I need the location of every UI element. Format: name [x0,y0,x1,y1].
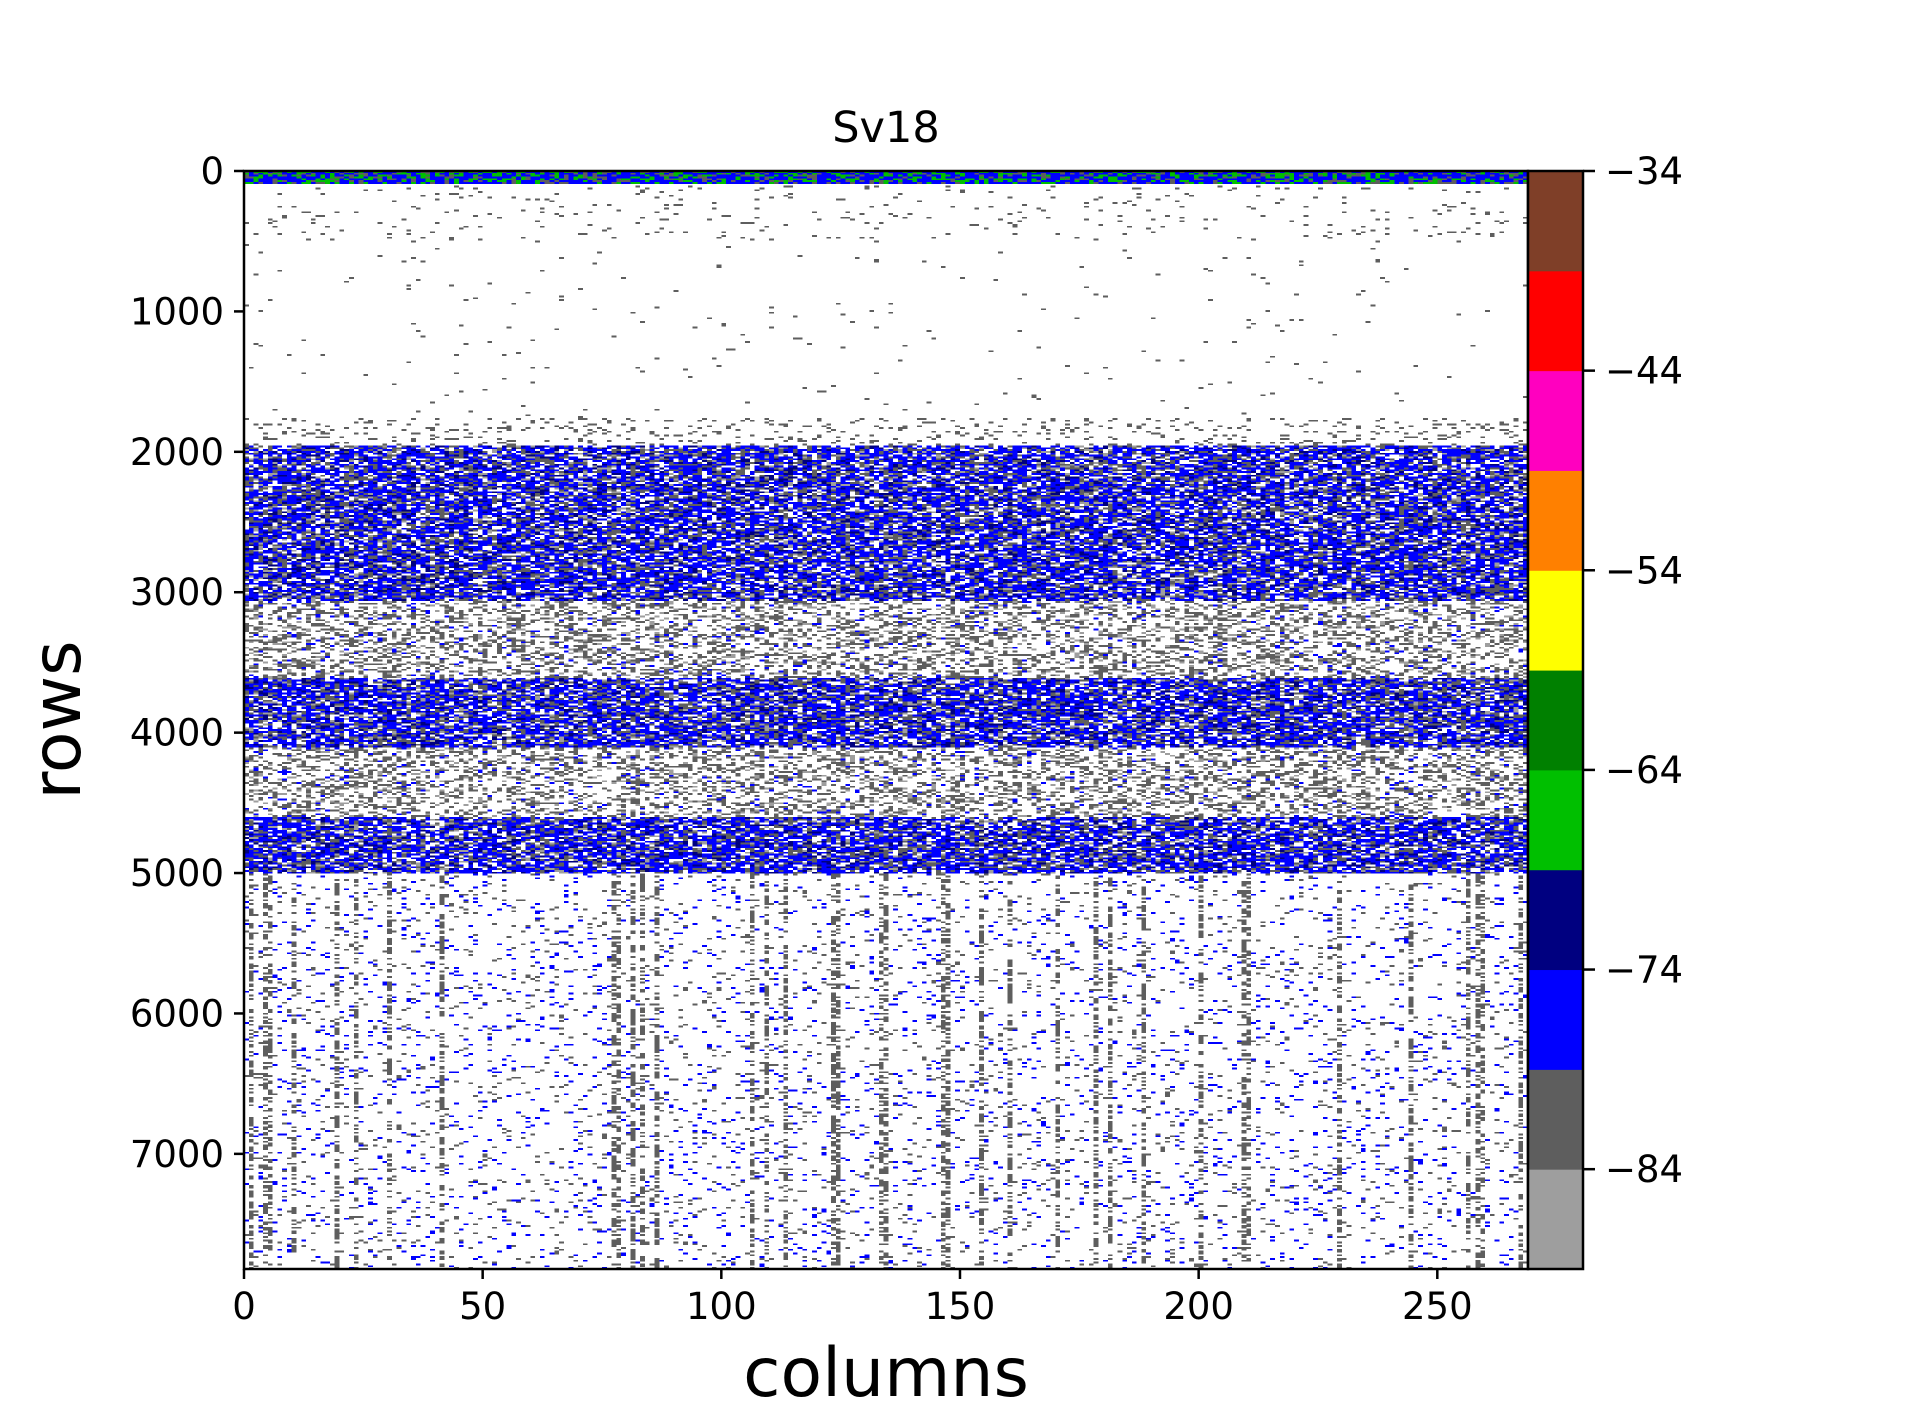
y-axis: 0 1000 2000 3000 4000 5000 6000 7000 [130,150,244,1176]
colorbar-segment [1528,171,1583,272]
x-tick-label: 200 [1163,1285,1234,1328]
colorbar-segment [1528,470,1583,571]
colorbar-segment [1528,570,1583,671]
x-tick-label: 0 [232,1285,256,1328]
y-tick-label: 2000 [130,431,224,474]
x-tick-label: 50 [459,1285,506,1328]
y-axis-label: rows [18,640,97,799]
colorbar-tick-label: −64 [1605,749,1683,792]
x-tick-label: 150 [925,1285,996,1328]
colorbar-tick-label: −54 [1605,549,1683,592]
y-tick-label: 5000 [130,852,224,895]
y-tick-label: 6000 [130,992,224,1035]
colorbar-segment [1528,769,1583,871]
y-tick-label: 3000 [130,571,224,614]
heatmap-image [244,171,1528,1269]
y-tick-label: 4000 [130,712,224,755]
x-axis-label: columns [743,1334,1029,1404]
colorbar-segment [1528,670,1583,771]
chart-title: Sv18 [832,103,939,153]
colorbar-frame [1526,169,1585,1271]
colorbar-segment [1528,1169,1583,1270]
x-axis: 0 50 100 150 200 250 [232,1269,1473,1328]
colorbar-tick-label: −74 [1605,949,1683,992]
x-tick-label: 250 [1402,1285,1473,1328]
y-tick-label: 1000 [130,290,224,333]
colorbar-ticks: −34 −44 −54 −64 −74 −84 [1583,150,1683,1191]
colorbar [1526,169,1585,1271]
y-tick-label: 7000 [130,1133,224,1176]
colorbar-segment [1528,1069,1583,1170]
colorbar-segment [1528,270,1583,372]
colorbar-tick-label: −44 [1605,350,1683,393]
colorbar-tick-label: −84 [1605,1148,1683,1191]
y-tick-label: 0 [200,150,224,193]
x-tick-label: 100 [686,1285,757,1328]
colorbar-segment [1528,969,1583,1070]
colorbar-segment [1528,370,1583,471]
heatmap-plot-area [244,171,1528,1269]
colorbar-segment [1528,869,1583,971]
colorbar-tick-label: −34 [1605,150,1683,193]
